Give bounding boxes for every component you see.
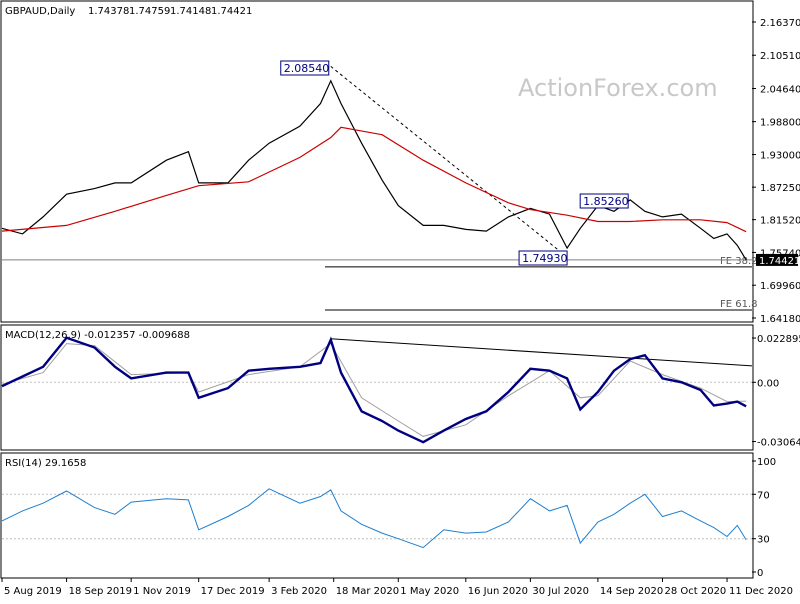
callout-box-0: [280, 60, 330, 76]
last-price-label: 1.74421: [759, 256, 800, 267]
macd-y-tick-label-1: 0.00: [757, 378, 779, 389]
price-header-open: 1.74378: [88, 6, 129, 17]
x-tick-label-8: 30 Jul 2020: [532, 586, 589, 597]
x-tick-label-2: 1 Nov 2019: [133, 586, 191, 597]
callout-box-1: [518, 250, 568, 266]
macd-label: MACD(12,26,9) -0.012357 -0.009688: [5, 330, 190, 341]
price-y-tick-label-6: 1.81520: [760, 216, 800, 227]
x-tick-label-1: 18 Sep 2019: [69, 586, 132, 597]
series-line-RSI: [1, 488, 747, 549]
price-marks: FE 38.2 FE 61.8 2.08540 1.74930 1.85260: [1, 60, 758, 311]
macd-trendline: [330, 338, 753, 367]
series-line-Signal: [1, 342, 747, 437]
rsi-y-tick-label-0: 100: [757, 457, 776, 468]
series-line-moving_average: [1, 126, 747, 233]
macd-y-tick-label-0: 0.022895: [757, 334, 800, 345]
price-y-tick-label-3: 1.98800: [760, 118, 800, 129]
series-line-price: [1, 79, 747, 261]
rsi-label: RSI(14) 29.1658: [5, 458, 86, 469]
rsi-y-tick-label-3: 0: [757, 568, 763, 579]
price-y-axis: 2.16370 2.10510 2.04640 1.98800 1.93000 1.872…: [752, 18, 800, 325]
x-tick-label-6: 1 May 2020: [400, 586, 459, 597]
price-trendline: [330, 66, 568, 258]
x-axis: 5 Aug 2019 18 Sep 2019 1 Nov 2019 17 Dec 20…: [1, 578, 793, 597]
x-tick-label-11: 11 Dec 2020: [729, 586, 793, 597]
rsi-y-tick-label-2: 30: [757, 535, 770, 546]
price-header-low: 1.74148: [170, 6, 211, 17]
x-tick-label-0: 5 Aug 2019: [4, 586, 62, 597]
price-header-symbol: GBPAUD,Daily: [5, 6, 75, 17]
price-y-tick-label-4: 1.93000: [760, 151, 800, 162]
macd-y-tick-label-2: -0.030645: [757, 438, 800, 449]
rsi-marks: [1, 488, 752, 549]
x-tick-label-4: 3 Feb 2020: [271, 586, 327, 597]
price-panel-frame: [0, 0, 754, 323]
fib-label-1: FE 61.8: [720, 299, 758, 310]
x-tick-label-9: 14 Sep 2020: [600, 586, 663, 597]
rsi-y-axis: 100 70 30 0: [752, 457, 776, 579]
watermark: ActionForex.com: [518, 74, 718, 102]
macd-y-axis: 0.022895 0.00 -0.030645: [752, 334, 800, 449]
callout-box-2: [579, 193, 629, 209]
price-header-high: 1.74759: [129, 6, 170, 17]
price-y-tick-label-0: 2.16370: [760, 18, 800, 29]
x-tick-label-3: 17 Dec 2019: [201, 586, 265, 597]
rsi-panel-frame: [0, 452, 754, 579]
x-tick-label-7: 16 Jun 2020: [468, 586, 528, 597]
price-header-close: 1.74421: [211, 6, 252, 17]
price-y-tick-label-5: 1.87250: [760, 183, 800, 194]
callout-label-2: 1.85260: [583, 195, 629, 208]
rsi-panel: RSI(14) 29.1658 100 70 30 0: [0, 452, 776, 579]
last-price-box: [756, 253, 798, 266]
price-y-tick-label-9: 1.64180: [760, 314, 800, 325]
series-line-MACD: [1, 336, 747, 444]
rsi-y-tick-label-1: 70: [757, 490, 770, 501]
callout-label-0: 2.08540: [284, 62, 330, 75]
price-y-tick-label-1: 2.10510: [760, 51, 800, 62]
price-y-tick-label-8: 1.69960: [760, 281, 800, 292]
macd-panel-frame: [0, 324, 754, 451]
price-panel: ActionForex.com GBPAUD,Daily 1.74378 1.7…: [0, 0, 800, 325]
fib-label-0: FE 38.2: [720, 256, 758, 267]
x-tick-label-5: 18 Mar 2020: [336, 586, 399, 597]
price-y-tick-label-2: 2.04640: [760, 85, 800, 96]
macd-panel: MACD(12,26,9) -0.012357 -0.009688 0.0228…: [0, 324, 800, 451]
x-tick-label-10: 28 Oct 2020: [664, 586, 726, 597]
callout-label-1: 1.74930: [522, 252, 568, 265]
macd-marks: [1, 336, 753, 444]
